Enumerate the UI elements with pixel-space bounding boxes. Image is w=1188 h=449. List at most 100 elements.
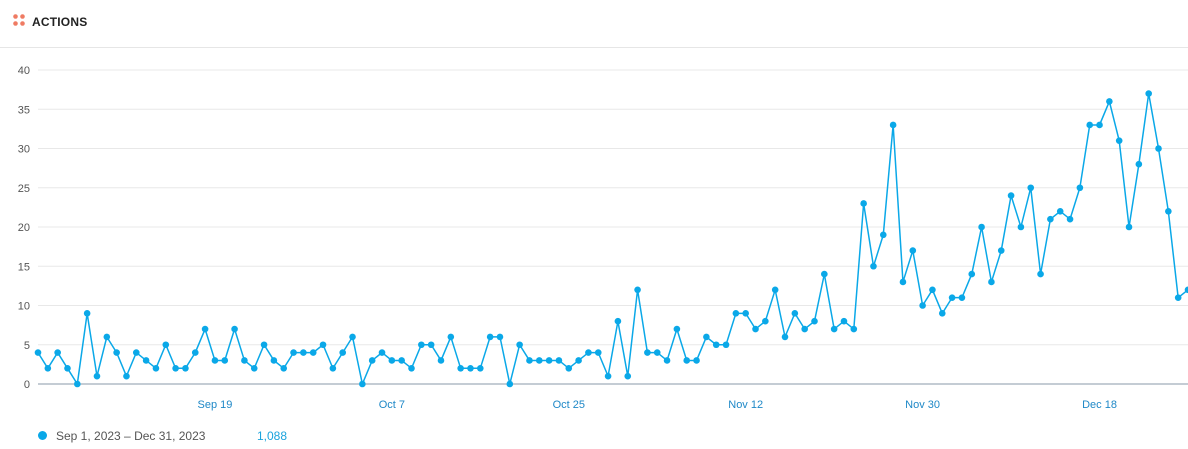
data-point — [771, 286, 779, 294]
data-point — [83, 310, 91, 317]
data-point — [496, 333, 504, 341]
data-point — [388, 357, 396, 364]
data-point — [132, 349, 140, 356]
y-tick-label: 20 — [18, 222, 30, 234]
data-point — [585, 349, 592, 356]
data-point — [418, 341, 425, 349]
data-point — [663, 357, 671, 364]
data-point — [909, 247, 917, 254]
data-point — [300, 349, 307, 356]
data-point — [1135, 160, 1143, 168]
data-point — [938, 310, 946, 317]
data-point — [319, 341, 327, 349]
data-point — [811, 317, 818, 325]
data-point — [703, 333, 710, 341]
legend-label: Sep 1, 2023 – Dec 31, 2023 — [56, 429, 206, 443]
data-point — [123, 372, 130, 380]
data-point — [93, 372, 101, 380]
y-tick-label: 40 — [18, 65, 30, 77]
data-point — [1027, 184, 1035, 192]
data-point — [329, 365, 337, 372]
data-point — [722, 341, 730, 349]
data-point — [614, 317, 622, 325]
y-tick-label: 25 — [18, 183, 30, 195]
data-point — [545, 357, 553, 364]
x-tick-label: Sep 19 — [197, 399, 232, 411]
data-point — [1047, 215, 1054, 223]
data-point — [1086, 121, 1094, 129]
y-tick-label: 15 — [18, 261, 30, 273]
data-point — [604, 372, 612, 380]
data-point — [378, 349, 386, 356]
data-point — [309, 349, 317, 356]
data-point — [191, 349, 199, 356]
grid-lines — [38, 69, 1188, 346]
series-points — [34, 90, 1188, 388]
data-point — [152, 365, 160, 372]
data-point — [398, 357, 405, 364]
data-point — [250, 365, 258, 372]
data-point — [201, 325, 209, 333]
data-point — [653, 349, 661, 356]
data-point — [437, 357, 445, 364]
x-tick-label: Nov 30 — [905, 399, 940, 411]
data-point — [408, 365, 415, 372]
data-point — [644, 349, 651, 356]
data-point — [594, 349, 602, 356]
data-point — [44, 365, 52, 372]
data-point — [457, 365, 464, 372]
data-point — [1017, 223, 1025, 231]
panel-title: ACTIONS — [32, 15, 88, 29]
data-point — [74, 380, 81, 388]
x-tick-label: Dec 18 — [1082, 399, 1117, 411]
data-point — [241, 357, 248, 364]
panel-header: ACTIONS — [0, 0, 1188, 48]
data-point — [712, 341, 720, 349]
data-point — [1096, 121, 1103, 129]
actions-line-chart: 0 5 10 15 20 25 30 35 40 Sep 19 Oct 7 Oct 25 Nov 12… — [18, 65, 1188, 411]
data-point — [477, 365, 484, 372]
data-point — [231, 325, 238, 333]
data-point — [1115, 137, 1123, 144]
y-tick-label: 10 — [18, 301, 30, 313]
data-point — [1125, 223, 1133, 231]
data-point — [526, 357, 533, 364]
data-point — [889, 121, 897, 129]
data-point — [54, 349, 61, 356]
y-tick-label: 5 — [24, 340, 30, 352]
grid-dots-icon — [13, 14, 25, 26]
y-tick-label: 30 — [18, 144, 30, 156]
data-point — [919, 302, 926, 309]
data-point — [260, 341, 268, 349]
legend-total: 1,088 — [257, 429, 288, 443]
data-point — [1165, 208, 1172, 215]
data-point — [447, 333, 455, 341]
data-point — [349, 333, 356, 341]
data-point — [781, 333, 789, 341]
data-point — [1076, 184, 1084, 192]
data-point — [988, 278, 995, 286]
data-point — [270, 357, 278, 364]
data-point — [467, 365, 474, 372]
data-point — [486, 333, 494, 341]
data-point — [1056, 208, 1064, 215]
data-point — [1174, 294, 1182, 301]
data-point — [555, 357, 563, 364]
data-point — [830, 325, 838, 333]
data-point — [221, 357, 229, 364]
data-point — [850, 325, 858, 333]
data-point — [929, 286, 936, 294]
data-point — [506, 380, 514, 388]
data-point — [997, 247, 1005, 254]
data-point — [732, 310, 740, 317]
data-point — [368, 357, 376, 364]
data-point — [290, 349, 297, 356]
data-point — [565, 365, 573, 372]
data-point — [359, 380, 366, 388]
data-point — [1106, 98, 1113, 105]
data-point — [280, 365, 288, 372]
data-point — [752, 325, 759, 333]
data-point — [427, 341, 435, 349]
data-point — [673, 325, 681, 333]
data-point — [1007, 192, 1015, 199]
